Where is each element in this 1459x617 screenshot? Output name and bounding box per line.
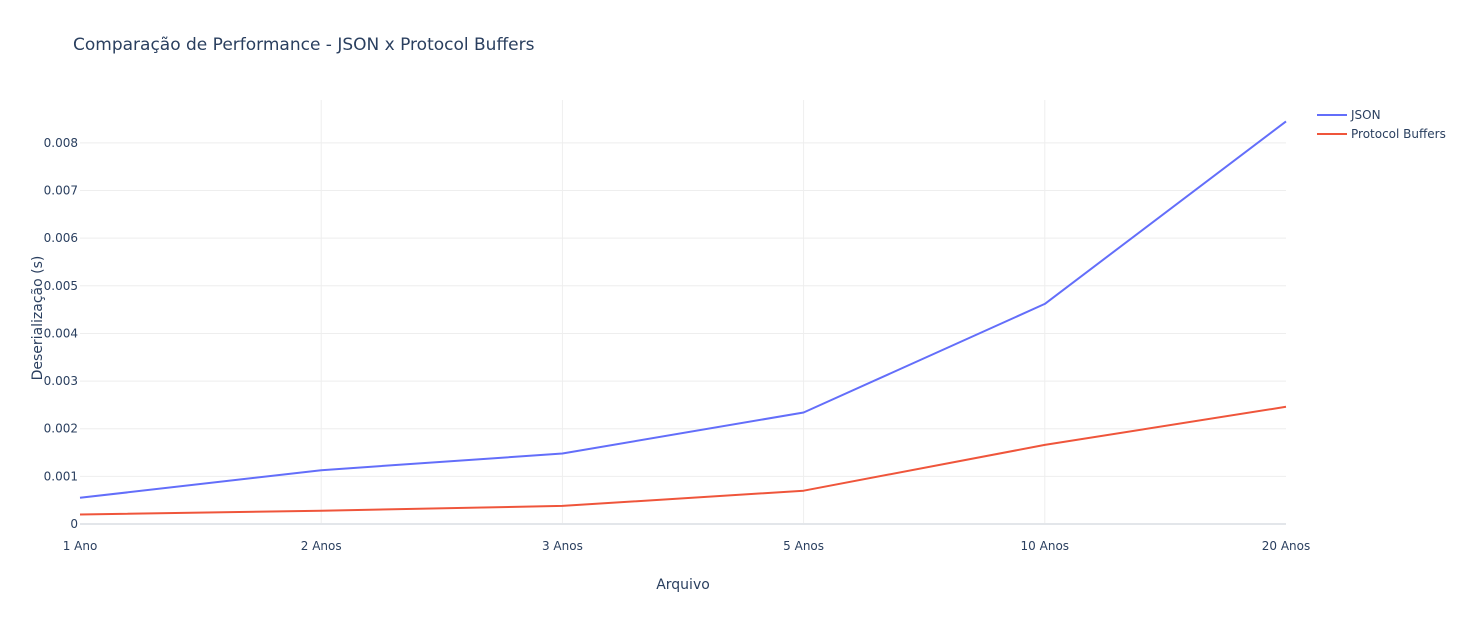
y-tick-label: 0.006 — [44, 231, 78, 245]
y-axis-ticks: 0 0.001 0.002 0.003 0.004 0.005 0.006 0.007 0.00… — [44, 136, 78, 531]
y-axis-title: Deserialização (s) — [30, 256, 46, 381]
legend-item-protocol-buffers[interactable]: Protocol Buffers — [1317, 127, 1446, 141]
legend[interactable]: JSON Protocol Buffers — [1317, 108, 1446, 141]
y-tick-label: 0.003 — [44, 374, 78, 388]
series-line-json — [79, 120, 1287, 499]
y-tick-label: 0 — [70, 517, 78, 531]
series-lines — [79, 120, 1287, 516]
legend-item-json[interactable]: JSON — [1317, 108, 1381, 122]
grid — [80, 100, 1286, 525]
x-tick-label: 10 Anos — [1021, 539, 1070, 553]
x-axis-ticks: 1 Ano 2 Anos 3 Anos 5 Anos 10 Anos 20 Anos — [63, 539, 1311, 553]
y-tick-label: 0.004 — [44, 326, 78, 340]
x-tick-label: 1 Ano — [63, 539, 98, 553]
y-tick-label: 0.002 — [44, 422, 78, 436]
y-tick-label: 0.007 — [44, 184, 78, 198]
legend-label: Protocol Buffers — [1351, 127, 1446, 141]
series-line-protocol-buffers — [79, 405, 1287, 516]
legend-label: JSON — [1350, 108, 1381, 122]
x-tick-label: 3 Anos — [542, 539, 583, 553]
y-tick-label: 0.005 — [44, 279, 78, 293]
y-tick-label: 0.001 — [44, 469, 78, 483]
x-tick-label: 2 Anos — [301, 539, 342, 553]
x-axis-title: Arquivo — [656, 577, 710, 593]
x-tick-label: 5 Anos — [783, 539, 824, 553]
y-tick-label: 0.008 — [44, 136, 78, 150]
x-tick-label: 20 Anos — [1262, 539, 1311, 553]
chart-title: Comparação de Performance - JSON x Proto… — [73, 35, 535, 55]
